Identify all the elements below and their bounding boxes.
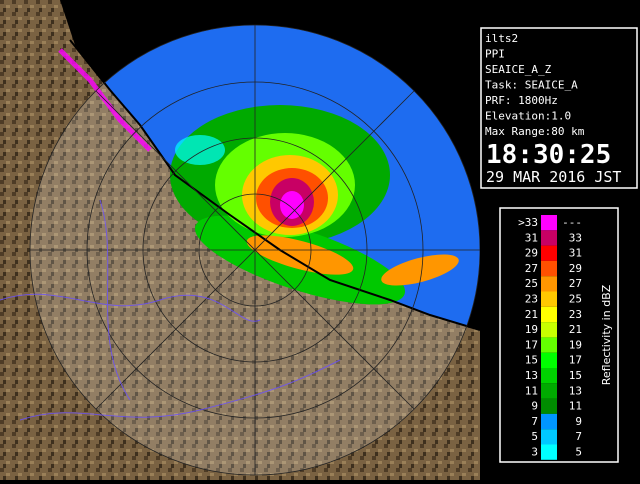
legend-low: 19 (525, 323, 538, 336)
range-rings (29, 24, 480, 476)
info-line: PPI (485, 48, 505, 61)
legend-swatch (541, 444, 557, 460)
legend-swatch (541, 383, 557, 399)
legend-swatch (541, 245, 557, 261)
legend-low: 27 (525, 262, 538, 275)
legend-low: 25 (525, 277, 538, 290)
legend-swatch (541, 306, 557, 323)
legend-swatch (541, 429, 557, 445)
legend-high: 31 (569, 247, 582, 260)
legend-low: 15 (525, 354, 538, 367)
rivers (0, 199, 341, 421)
legend-high: 7 (575, 430, 582, 443)
legend-swatch (541, 230, 557, 246)
info-line: SEAICE_A_Z (485, 63, 552, 76)
info-text: ilts2 PPI SEAICE_A_Z Task: SEAICE_A PRF: 180… (485, 32, 585, 138)
legend-swatch (541, 322, 557, 338)
legend: >33 --- 31 33 29 31 27 29 25 27 23 25 21 23 19 21 17 19 15… (518, 215, 582, 460)
legend-high: 11 (569, 400, 582, 413)
legend-swatch (541, 337, 557, 353)
legend-high: 17 (569, 354, 582, 367)
legend-low: >33 (518, 216, 538, 229)
legend-high: 23 (569, 308, 582, 321)
legend-high: 13 (569, 384, 582, 397)
legend-low: 7 (531, 415, 538, 428)
time: 18:30:25 (486, 140, 611, 170)
legend-high: 15 (569, 369, 582, 382)
legend-low: 3 (531, 446, 538, 459)
legend-high: 5 (575, 446, 582, 459)
legend-swatch (541, 260, 557, 277)
map (0, 0, 480, 480)
legend-high: 27 (569, 277, 582, 290)
info-box (480, 27, 638, 189)
legend-low: 9 (531, 400, 538, 413)
legend-swatch (541, 368, 557, 384)
legend-high: 19 (569, 338, 582, 351)
legend-high: --- (562, 216, 582, 229)
legend-box (499, 207, 619, 463)
info-line: ilts2 (485, 32, 518, 45)
info-line: PRF: 1800Hz (485, 94, 558, 107)
legend-high: 9 (575, 415, 582, 428)
legend-title: Reflectivity in dBZ (600, 284, 613, 385)
legend-low: 23 (525, 293, 538, 306)
legend-low: 17 (525, 338, 538, 351)
info-line: Elevation:1.0 (485, 110, 571, 123)
legend-low: 29 (525, 247, 538, 260)
legend-low: 11 (525, 384, 538, 397)
info-line: Max Range:80 km (485, 125, 585, 138)
legend-low: 31 (525, 231, 538, 244)
legend-swatch (541, 276, 557, 292)
legend-low: 13 (525, 369, 538, 382)
legend-swatch (541, 398, 557, 414)
legend-swatch (541, 413, 557, 430)
legend-high: 29 (569, 262, 582, 275)
legend-low: 21 (525, 308, 538, 321)
legend-swatch (541, 215, 557, 231)
legend-swatch (541, 352, 557, 368)
legend-low: 5 (531, 430, 538, 443)
date: 29 MAR 2016 JST (486, 168, 621, 186)
legend-high: 25 (569, 293, 582, 306)
legend-high: 33 (569, 231, 582, 244)
info-line: Task: SEAICE_A (485, 79, 578, 92)
legend-high: 21 (569, 323, 582, 336)
legend-swatch (541, 291, 557, 307)
